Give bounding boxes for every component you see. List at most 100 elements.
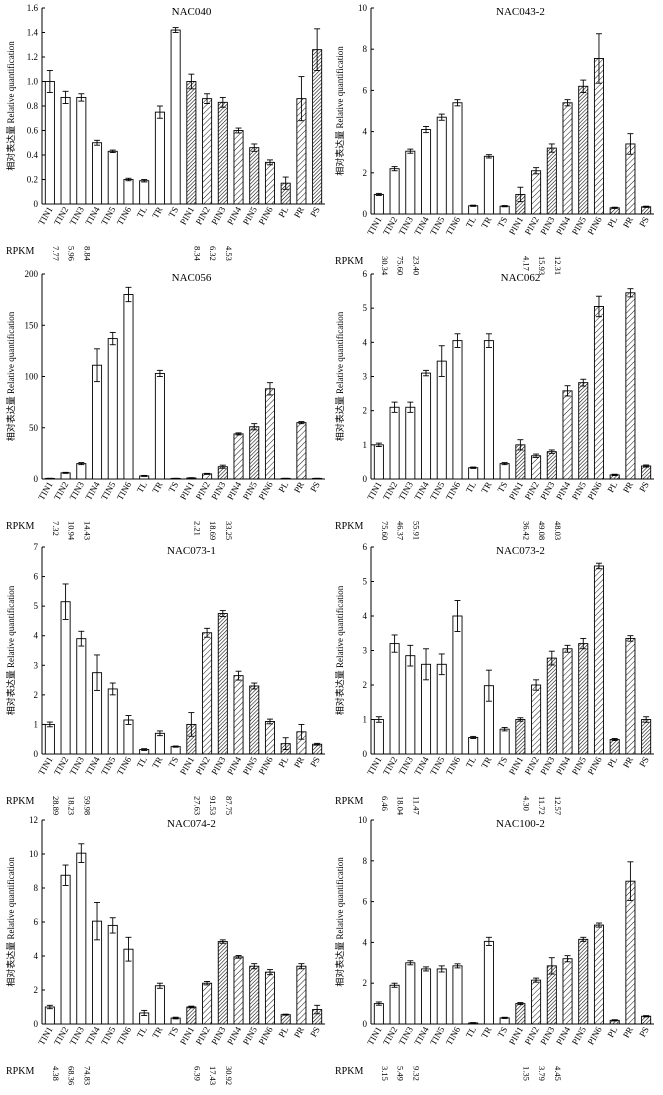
bar-tin4 [92, 364, 103, 480]
bar-tin5 [107, 338, 118, 480]
chart-panel-nac062: NAC062 0 1 2 3 4 5 6 相对表达量 Relative quantificati… [334, 269, 654, 540]
y-tick-label: 0 [363, 749, 368, 759]
bar-tin5 [107, 924, 118, 1025]
rpkm-value: 6.39 [192, 1066, 202, 1081]
x-tick-label: PIN6 [586, 480, 604, 502]
x-tick-label: PL [277, 755, 291, 769]
y-tick-label: 0.4 [27, 150, 39, 160]
y-tick-label: 8 [363, 856, 368, 866]
x-tick-label: TIN2 [52, 1025, 70, 1047]
bar-pin4 [233, 675, 244, 755]
bar-pin5 [578, 643, 589, 755]
y-tick-label: 3 [34, 660, 39, 670]
bar-tin1 [373, 719, 384, 755]
x-tick-label: PIN3 [538, 215, 556, 237]
y-axis-label: 相对表达量 Relative quantification [5, 41, 16, 171]
x-tick-label: TL [135, 480, 149, 495]
y-tick-label: 6 [34, 917, 39, 927]
y-tick-label: 100 [25, 372, 39, 382]
rpkm-label: RPKM [335, 796, 363, 807]
x-tick-label: PIN5 [570, 480, 588, 502]
y-tick-label: 5 [34, 601, 39, 611]
bar-pr [296, 965, 307, 1025]
bar-tin6 [452, 340, 463, 480]
bar-tin6 [123, 179, 134, 205]
y-tick-label: 5 [363, 577, 368, 587]
y-tick-label: 12 [29, 815, 38, 825]
chart-panel-nac040: NAC040 0 0.2 0.4 0.6 0.8 1.0 1.2 1.4 1.6 相对表达量 Rel… [5, 3, 325, 262]
bar-pin1 [515, 719, 526, 755]
bar-pin1 [515, 1003, 526, 1025]
rpkm-value: 4.30 [521, 796, 531, 811]
x-tick-label: PIN6 [257, 755, 275, 777]
chart-panel-nac056: NAC056 0 50 100 150 200 相对表达量 Relative quantif… [5, 269, 325, 541]
bar-pin3 [217, 101, 228, 205]
x-tick-label: TIN4 [83, 755, 102, 777]
y-tick-label: 6 [363, 269, 368, 279]
rpkm-value: 6.46 [380, 796, 390, 811]
x-tick-label: PR [621, 755, 635, 770]
bar-pin2 [202, 632, 213, 755]
x-tick-label: PS [308, 755, 322, 769]
y-tick-label: 5 [363, 303, 368, 313]
x-tick-label: PIN5 [241, 205, 259, 227]
bar-tl [468, 736, 479, 755]
bar-pr [296, 422, 307, 480]
x-tick-label: PIN5 [241, 755, 259, 777]
bar-pin2 [531, 170, 542, 215]
bar-pl [609, 739, 620, 755]
x-tick-label: PS [637, 1025, 651, 1039]
y-tick-label: 10 [358, 3, 368, 13]
x-tick-label: PIN5 [241, 480, 259, 502]
bar-ts [170, 746, 181, 755]
chart-title: NAC073-2 [496, 545, 545, 557]
bar-tin6 [123, 294, 134, 480]
x-tick-label: TL [135, 755, 149, 770]
x-tick-label: PIN5 [570, 755, 588, 777]
bar-pin4 [562, 648, 573, 755]
x-tick-label: TIN5 [428, 215, 447, 237]
bar-tin5 [107, 150, 118, 205]
rpkm-value: 2.21 [192, 521, 202, 536]
x-tick-label: PIN2 [194, 480, 212, 501]
y-tick-label: 4 [34, 951, 39, 961]
bar-pin3 [546, 451, 557, 480]
bar-ps [641, 206, 652, 215]
bar-pin5 [578, 938, 589, 1025]
bar-tin1 [44, 81, 55, 205]
bar-tin6 [452, 615, 463, 755]
x-tick-label: TIN5 [428, 755, 447, 777]
rpkm-value: 30.92 [224, 1066, 234, 1085]
x-tick-label: TIN2 [52, 205, 70, 227]
x-tick-label: PL [606, 1025, 620, 1039]
bar-tin3 [76, 463, 87, 480]
x-tick-label: TIN6 [115, 205, 134, 227]
y-tick-label: 10 [29, 849, 39, 859]
rpkm-value: 3.79 [537, 1066, 547, 1081]
bar-ps [641, 465, 652, 480]
x-tick-label: PIN2 [523, 215, 541, 236]
chart-title: NAC062 [501, 272, 541, 284]
x-tick-label: PIN3 [209, 205, 227, 227]
y-axis-label: 相对表达量 Relative quantification [5, 585, 16, 715]
bar-tin4 [421, 968, 432, 1025]
x-tick-label: PL [606, 755, 620, 769]
rpkm-value: 14.43 [82, 521, 92, 540]
x-tick-label: TIN6 [444, 755, 463, 777]
x-tick-label: PIN2 [523, 1025, 541, 1046]
x-tick-label: PR [292, 1025, 306, 1040]
rpkm-value: 49.08 [537, 521, 547, 540]
bar-pin1 [186, 1006, 197, 1025]
rpkm-value: 55.91 [411, 521, 421, 540]
bar-tr [154, 732, 165, 755]
x-tick-label: PIN2 [523, 755, 541, 776]
x-tick-label: TR [150, 480, 164, 495]
x-tick-label: PIN1 [178, 480, 196, 501]
bar-pin5 [249, 965, 260, 1025]
x-tick-label: PIN1 [507, 480, 525, 501]
y-tick-label: 2 [363, 406, 368, 416]
bar-ps [641, 1015, 652, 1025]
rpkm-value: 11.47 [411, 796, 421, 815]
x-tick-label: TIN1 [36, 205, 54, 227]
